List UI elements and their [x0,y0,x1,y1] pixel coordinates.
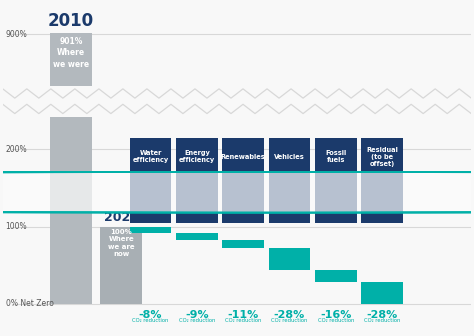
Text: Residual
(to be
offset): Residual (to be offset) [366,146,398,167]
Bar [100,227,142,304]
Bar [130,227,172,233]
Text: -16%: -16% [320,310,351,320]
Bar [268,138,310,223]
Text: CO₂ reduction: CO₂ reduction [318,318,354,323]
Text: CO₂ reduction: CO₂ reduction [225,318,261,323]
Circle shape [0,172,474,213]
Bar [315,138,356,223]
Bar [361,282,403,304]
Text: CO₂ reduction: CO₂ reduction [271,318,308,323]
Bar [315,270,356,282]
Text: -11%: -11% [228,310,259,320]
Bar [50,34,92,304]
Circle shape [0,172,474,213]
Text: CO₂ reduction: CO₂ reduction [179,318,215,323]
Circle shape [0,172,474,213]
Text: 100%: 100% [6,222,27,231]
Text: Renewables: Renewables [221,154,265,160]
Bar [176,138,218,223]
Text: 100%
Where
we are
now: 100% Where we are now [108,229,135,257]
Text: Water
efficiency: Water efficiency [132,150,169,163]
Bar [176,233,218,240]
Text: -9%: -9% [185,310,209,320]
Circle shape [0,172,474,213]
Text: 901%
Where
we were: 901% Where we were [53,37,89,69]
Text: 0% Net Zero: 0% Net Zero [6,299,54,308]
Bar [222,240,264,248]
Text: Fossil
fuels: Fossil fuels [325,150,346,163]
Circle shape [0,172,474,213]
Bar [268,248,310,270]
Text: 2020: 2020 [104,211,139,224]
Bar [361,138,403,223]
Bar [50,34,92,77]
Bar [222,138,264,223]
Text: 2010: 2010 [48,12,94,30]
Text: -8%: -8% [139,310,162,320]
Text: Vehicles: Vehicles [274,154,305,160]
Circle shape [0,172,474,213]
Text: 900%: 900% [6,30,27,39]
Bar [130,138,172,223]
Text: -28%: -28% [366,310,398,320]
Text: CO₂ reduction: CO₂ reduction [364,318,400,323]
Bar [47,86,95,117]
Text: 200%: 200% [6,145,27,154]
Text: Energy
efficiency: Energy efficiency [179,150,215,163]
Text: CO₂ reduction: CO₂ reduction [132,318,169,323]
Text: -28%: -28% [274,310,305,320]
